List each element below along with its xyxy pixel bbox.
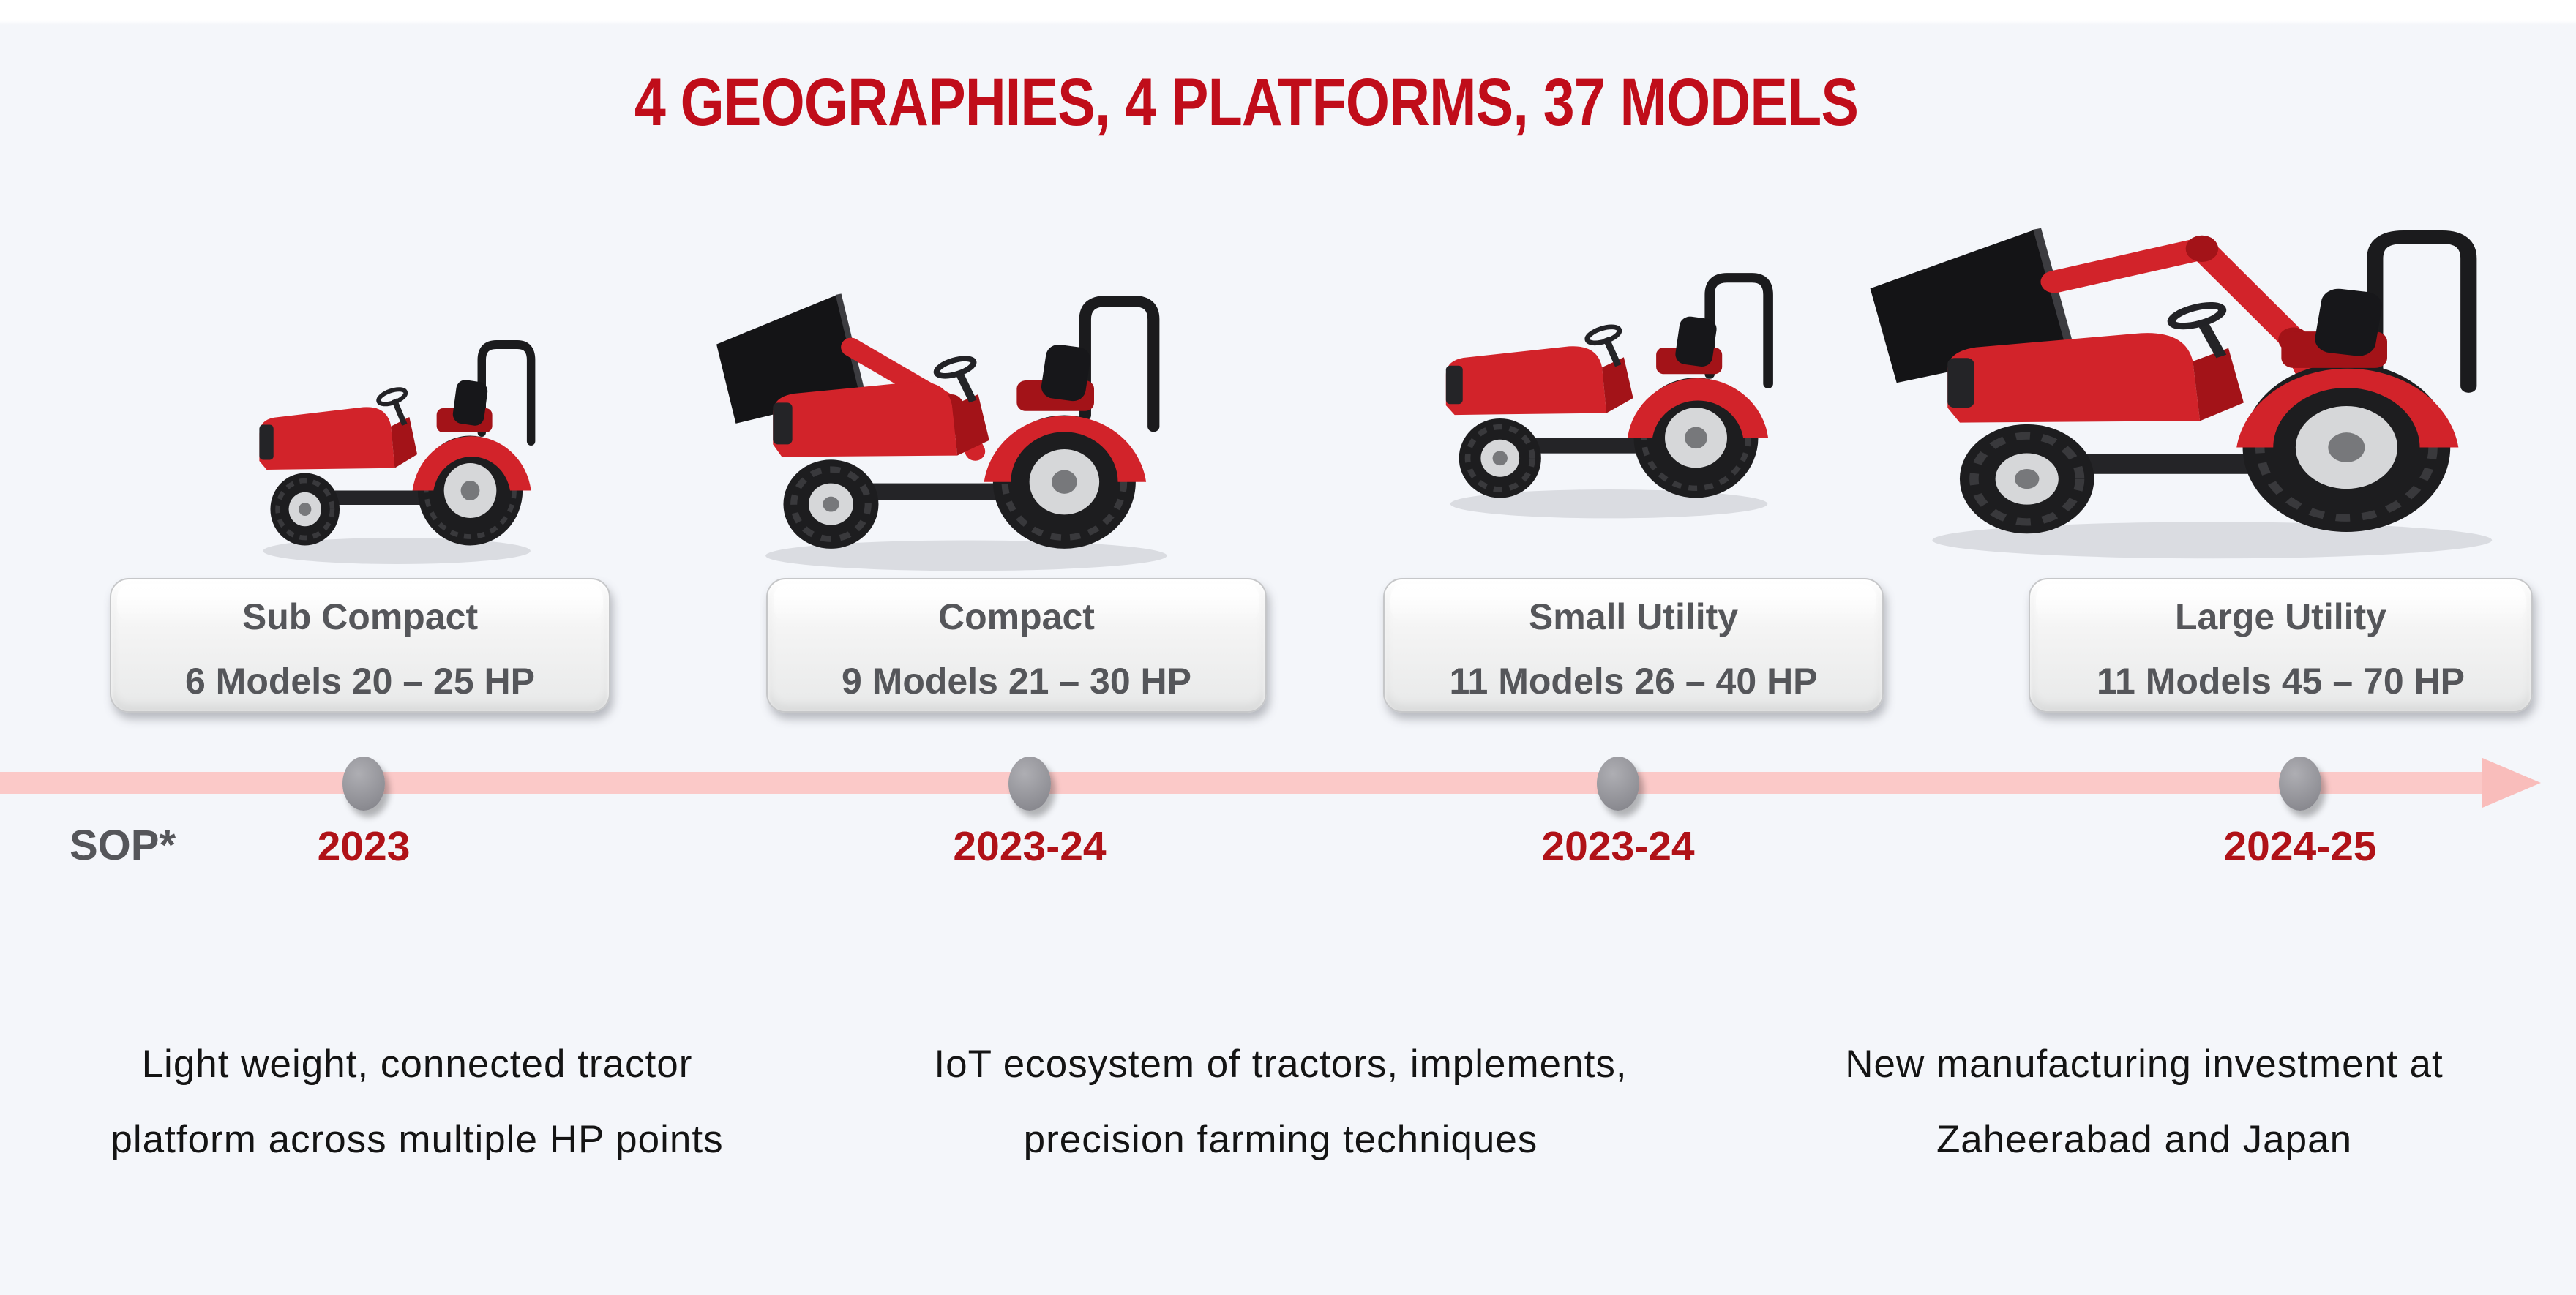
platform-name: Compact — [938, 596, 1095, 637]
timeline-marker-icon — [1597, 757, 1639, 811]
timeline-marker-icon — [342, 757, 385, 811]
highlight-line: Zaheerabad and Japan — [1936, 1118, 2353, 1161]
platform-models: 11 Models 45 – 70 HP — [2096, 661, 2465, 702]
platform-box-small-utility: Small Utility 11 Models 26 – 40 HP — [1383, 578, 1884, 713]
timeline-marker-icon — [1008, 757, 1051, 811]
timeline-marker-icon — [2279, 757, 2321, 811]
highlight-iot: IoT ecosystem of tractors, implements, p… — [864, 1045, 1698, 1159]
highlight-platform: Light weight, connected tractor platform… — [0, 1045, 834, 1159]
tractor-front-loader-icon — [716, 293, 1167, 571]
highlight-line: New manufacturing investment at — [1845, 1043, 2444, 1086]
platform-models: 6 Models 20 – 25 HP — [184, 661, 535, 702]
highlight-line: precision farming techniques — [1023, 1118, 1538, 1161]
platform-models: 9 Models 21 – 30 HP — [841, 661, 1191, 702]
timeline-arrowhead-icon — [2482, 758, 2541, 808]
highlight-line: platform across multiple HP points — [111, 1118, 724, 1161]
tractor-icon — [1445, 273, 1773, 519]
platform-name: Large Utility — [2175, 596, 2386, 637]
tractor-front-loader-icon — [1870, 228, 2493, 559]
sop-date: 2023-24 — [953, 823, 1107, 870]
highlight-line: Light weight, connected tractor — [141, 1043, 693, 1086]
platform-models: 11 Models 26 – 40 HP — [1449, 661, 1818, 702]
platform-box-sub-compact: Sub Compact 6 Models 20 – 25 HP — [110, 578, 610, 713]
timeline-band — [0, 772, 2485, 794]
highlight-line: IoT ecosystem of tractors, implements, — [934, 1043, 1628, 1086]
platform-box-compact: Compact 9 Models 21 – 30 HP — [766, 578, 1267, 713]
sop-date: 2023 — [317, 823, 411, 870]
sop-date: 2023-24 — [1541, 823, 1695, 870]
platform-name: Sub Compact — [242, 596, 479, 637]
highlight-manufacturing: New manufacturing investment at Zaheerab… — [1727, 1045, 2561, 1159]
platform-box-large-utility: Large Utility 11 Models 45 – 70 HP — [2029, 578, 2533, 713]
page-title: 4 GEOGRAPHIES, 4 PLATFORMS, 37 MODELS — [634, 65, 1859, 140]
tractor-icon — [259, 340, 536, 564]
sop-date: 2024-25 — [2223, 823, 2377, 870]
platform-name: Small Utility — [1528, 596, 1739, 637]
sop-label: SOP* — [70, 822, 176, 869]
